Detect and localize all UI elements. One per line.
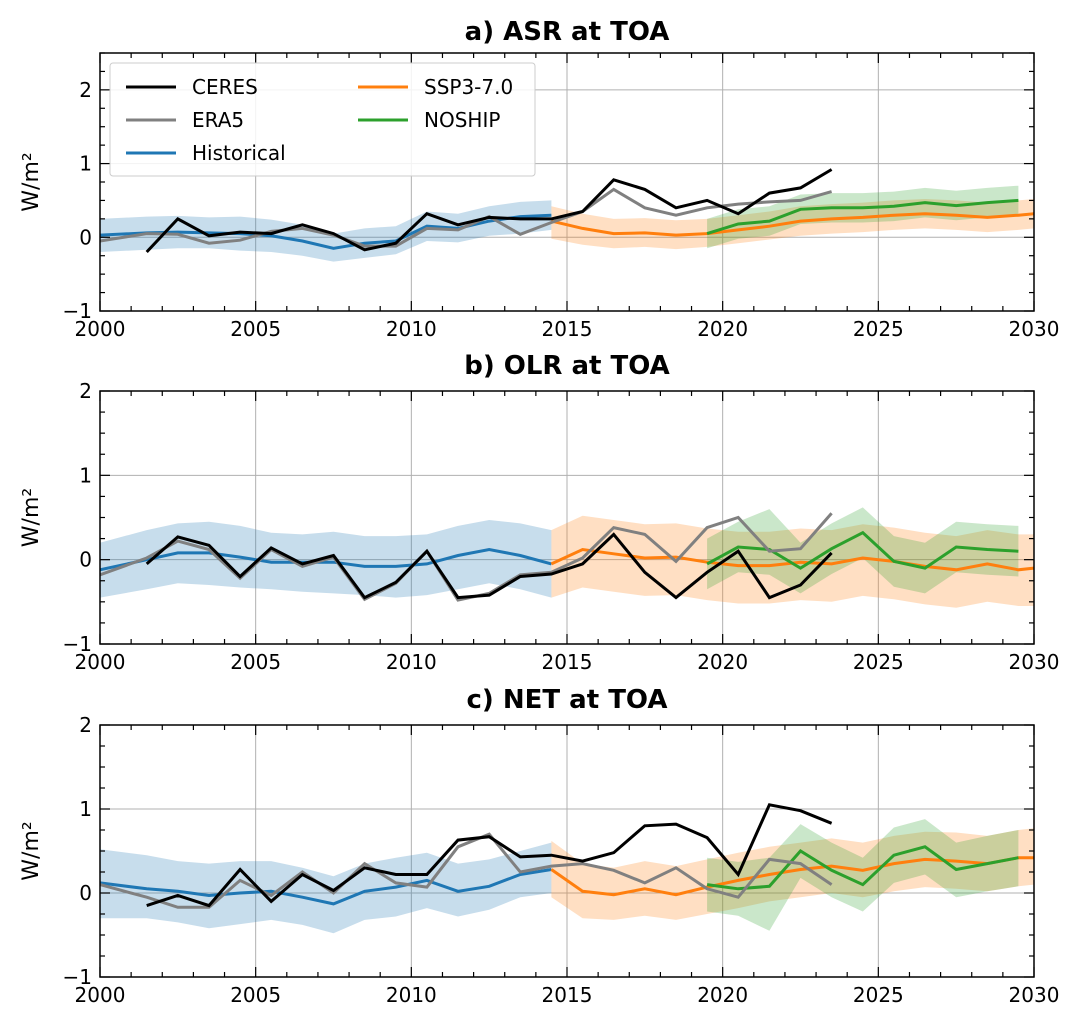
x-tick-label: 2010 [386,317,437,341]
y-tick-label: 2 [79,379,92,403]
series-line-historical [100,213,552,250]
panel-a: 2000 2005 2010 2015 2020 2025 2030 −1 0 1 2 a) ASR … [19,17,1059,341]
x-tick-label: 2030 [1009,983,1060,1007]
y-tick-label: −1 [63,965,92,989]
series-line-ceres [145,168,833,254]
y-tick-label: −1 [63,632,92,656]
x-tick-label: 2000 [75,317,126,341]
panel-c: 2000 2005 2010 2015 2020 2025 2030 −1 0 1 2 c) NET … [19,685,1059,1007]
legend-label: NOSHIP [424,108,500,132]
series-line-ceres [145,532,833,600]
series-line-ssp3-7-0 [550,547,1034,572]
ticks [99,390,1035,645]
y-tick-label: 1 [79,463,92,487]
grid [100,391,1034,644]
y-tick-label: 2 [79,78,92,102]
x-tick-label: 2000 [75,983,126,1007]
plot-area [100,168,1034,262]
x-tick-label: 2020 [697,317,748,341]
series-line-noship [706,530,1019,570]
x-tick-label: 2000 [75,650,126,674]
y-tick-label: 0 [79,548,92,572]
series-line-ceres [146,803,833,908]
band-ssp3-7-0 [551,199,1034,250]
y-axis-label: W/m² [19,152,44,211]
x-tick-label: 2015 [542,983,593,1007]
legend-label: ERA5 [192,108,244,132]
x-tick-label: 2020 [697,650,748,674]
legend-label: Historical [192,141,286,165]
y-tick-label: −1 [63,299,92,323]
series-line-noship [706,198,1019,236]
panel-b: 2000 2005 2010 2015 2020 2025 2030 −1 0 1 2 b) OLR … [19,351,1059,674]
x-tick-label: 2015 [542,317,593,341]
series-line-ssp3-7-0 [550,856,1034,897]
x-tick-label: 2025 [853,317,904,341]
series-line-historical [100,868,552,906]
plot-area [100,803,1034,934]
band-historical [100,200,552,262]
y-tick-label: 0 [79,881,92,905]
x-tick-label: 2010 [386,650,437,674]
y-tick-label: 1 [79,797,92,821]
panel-title: b) OLR at TOA [464,351,670,381]
band-noship [707,819,1019,931]
x-tick-label: 2005 [230,650,281,674]
series-line-ssp3-7-0 [551,212,1034,237]
ticks [99,52,1035,312]
panel-title: a) ASR at TOA [465,17,670,47]
x-tick-label: 2005 [230,983,281,1007]
legend-label: SSP3-7.0 [424,75,513,99]
x-tick-label: 2030 [1009,650,1060,674]
x-tick-label: 2030 [1009,317,1060,341]
series-line-era5 [100,187,833,248]
panel-title: c) NET at TOA [467,685,668,715]
y-axis-label: W/m² [19,488,44,547]
plot-area [100,507,1034,608]
band-noship [707,507,1019,594]
x-tick-label: 2025 [853,983,904,1007]
y-axis-label: W/m² [19,821,44,880]
y-tick-label: 0 [79,225,92,249]
y-tick-label: 2 [79,713,92,737]
legend-label: CERES [192,75,258,99]
ticks [99,724,1035,978]
x-tick-label: 2005 [230,317,281,341]
series-line-historical [100,547,552,572]
legend: CERES SSP3-7.0 ERA5 NOSHIP Historical [109,62,536,177]
series-line-noship [706,845,1019,891]
x-tick-label: 2015 [542,650,593,674]
y-tick-label: 1 [79,152,92,176]
x-tick-label: 2020 [697,983,748,1007]
x-tick-label: 2025 [853,650,904,674]
x-tick-label: 2010 [386,983,437,1007]
series-line-era5 [100,832,833,909]
legend-box [109,62,536,177]
